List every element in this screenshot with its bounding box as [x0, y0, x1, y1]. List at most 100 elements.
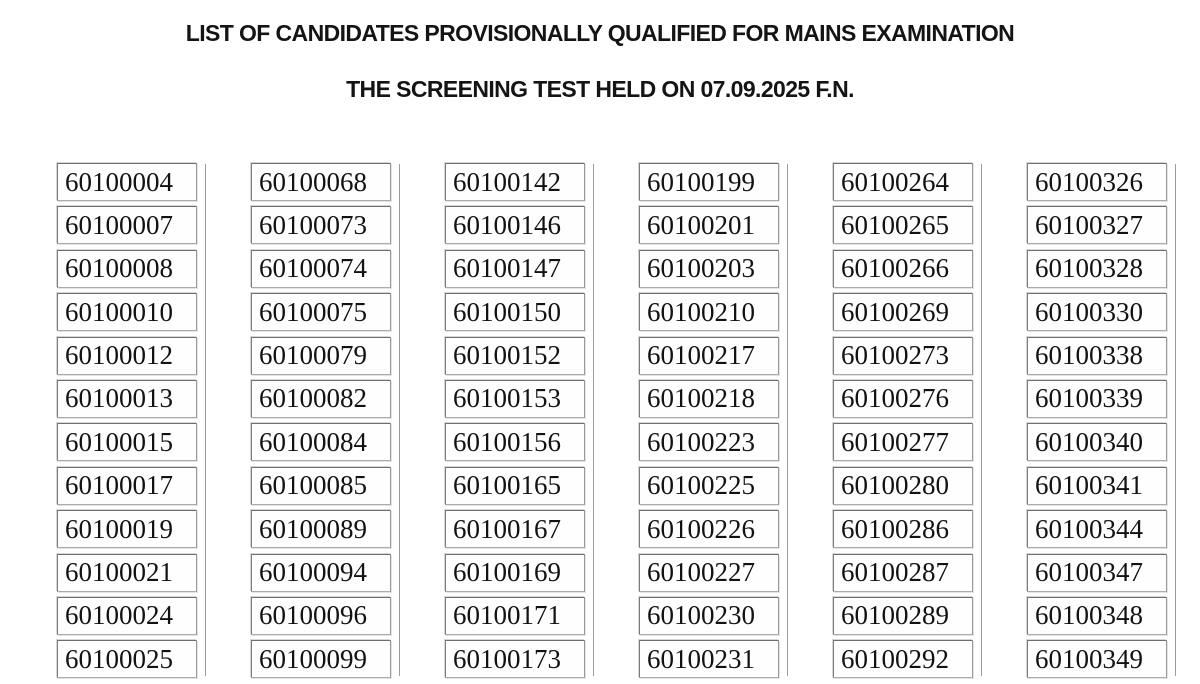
roll-number-cell: 60100173 [445, 640, 585, 679]
roll-number-cell: 60100292 [833, 640, 973, 679]
roll-number: 60100007 [65, 209, 173, 240]
roll-number: 60100169 [453, 557, 561, 588]
roll-number-cell: 60100152 [445, 336, 585, 375]
roll-number: 60100099 [259, 643, 367, 674]
roll-number: 60100286 [841, 513, 949, 544]
roll-number: 60100079 [259, 340, 367, 371]
roll-number: 60100280 [841, 470, 949, 501]
roll-number: 60100287 [841, 557, 949, 588]
roll-number: 60100171 [453, 600, 561, 631]
roll-number-cell: 60100269 [833, 293, 973, 332]
roll-number-cell: 60100010 [57, 293, 197, 332]
roll-number: 60100340 [1035, 426, 1143, 457]
roll-number: 60100225 [647, 470, 755, 501]
roll-number: 60100146 [453, 209, 561, 240]
roll-number-cell: 60100327 [1027, 206, 1167, 245]
roll-number: 60100326 [1035, 166, 1143, 197]
roll-number: 60100264 [841, 166, 949, 197]
roll-number: 60100068 [259, 166, 367, 197]
roll-number: 60100074 [259, 253, 367, 284]
roll-number-cell: 60100265 [833, 206, 973, 245]
roll-number-cell: 60100150 [445, 293, 585, 332]
roll-number: 60100017 [65, 470, 173, 501]
roll-number-cell: 60100210 [639, 293, 779, 332]
roll-number-cell: 60100348 [1027, 596, 1167, 635]
roll-number-cell: 60100341 [1027, 466, 1167, 505]
roll-number-grid: 60100004 60100007 60100008 60100010 60100012… [57, 163, 1176, 684]
roll-number: 60100082 [259, 383, 367, 414]
roll-number-cell: 60100280 [833, 466, 973, 505]
roll-number: 60100277 [841, 426, 949, 457]
roll-number: 60100289 [841, 600, 949, 631]
roll-number-cell: 60100203 [639, 249, 779, 288]
roll-number-cell: 60100094 [251, 553, 391, 592]
roll-number: 60100150 [453, 296, 561, 327]
roll-number-cell: 60100287 [833, 553, 973, 592]
roll-number: 60100084 [259, 426, 367, 457]
roll-number-cell: 60100276 [833, 379, 973, 418]
roll-number: 60100201 [647, 209, 755, 240]
roll-number-cell: 60100231 [639, 640, 779, 679]
roll-number-cell: 60100147 [445, 249, 585, 288]
roll-number-cell: 60100146 [445, 206, 585, 245]
roll-number-cell: 60100286 [833, 510, 973, 549]
roll-number-cell: 60100074 [251, 249, 391, 288]
roll-number-cell: 60100015 [57, 423, 197, 462]
roll-number-cell: 60100025 [57, 640, 197, 679]
roll-number: 60100094 [259, 557, 367, 588]
roll-number-cell: 60100008 [57, 249, 197, 288]
roll-number: 60100008 [65, 253, 173, 284]
roll-number-cell: 60100266 [833, 249, 973, 288]
roll-number-cell: 60100330 [1027, 293, 1167, 332]
roll-number: 60100142 [453, 166, 561, 197]
roll-number-cell: 60100099 [251, 640, 391, 679]
roll-number: 60100012 [65, 340, 173, 371]
roll-number: 60100273 [841, 340, 949, 371]
roll-number-cell: 60100004 [57, 163, 197, 201]
roll-number: 60100347 [1035, 557, 1143, 588]
roll-number-cell: 60100218 [639, 379, 779, 418]
roll-number-cell: 60100012 [57, 336, 197, 375]
roll-number-column-4: 60100199 60100201 60100203 60100210 60100217… [639, 163, 788, 684]
roll-number-column-1: 60100004 60100007 60100008 60100010 60100012… [57, 163, 206, 684]
roll-number-cell: 60100328 [1027, 249, 1167, 288]
roll-number: 60100328 [1035, 253, 1143, 284]
roll-number: 60100199 [647, 166, 755, 197]
roll-number: 60100075 [259, 296, 367, 327]
roll-number: 60100226 [647, 513, 755, 544]
roll-number-cell: 60100007 [57, 206, 197, 245]
roll-number: 60100339 [1035, 383, 1143, 414]
roll-number-column-5: 60100264 60100265 60100266 60100269 60100273… [833, 163, 982, 684]
roll-number-cell: 60100082 [251, 379, 391, 418]
roll-number: 60100218 [647, 383, 755, 414]
roll-number: 60100344 [1035, 513, 1143, 544]
roll-number-cell: 60100169 [445, 553, 585, 592]
roll-number: 60100231 [647, 643, 755, 674]
roll-number: 60100292 [841, 643, 949, 674]
roll-number: 60100152 [453, 340, 561, 371]
roll-number-cell: 60100156 [445, 423, 585, 462]
roll-number-cell: 60100096 [251, 596, 391, 635]
roll-number-cell: 60100073 [251, 206, 391, 245]
roll-number-column-6: 60100326 60100327 60100328 60100330 60100338… [1027, 163, 1176, 684]
roll-number-cell: 60100326 [1027, 163, 1167, 201]
roll-number-cell: 60100340 [1027, 423, 1167, 462]
roll-number: 60100227 [647, 557, 755, 588]
roll-number: 60100338 [1035, 340, 1143, 371]
roll-number: 60100019 [65, 513, 173, 544]
roll-number: 60100021 [65, 557, 173, 588]
roll-number-cell: 60100217 [639, 336, 779, 375]
roll-number-cell: 60100068 [251, 163, 391, 201]
roll-number: 60100013 [65, 383, 173, 414]
roll-number-cell: 60100089 [251, 510, 391, 549]
roll-number: 60100217 [647, 340, 755, 371]
roll-number: 60100167 [453, 513, 561, 544]
roll-number: 60100004 [65, 166, 173, 197]
roll-number-cell: 60100075 [251, 293, 391, 332]
roll-number: 60100266 [841, 253, 949, 284]
roll-number-column-3: 60100142 60100146 60100147 60100150 60100152… [445, 163, 594, 684]
roll-number-cell: 60100339 [1027, 379, 1167, 418]
roll-number-cell: 60100227 [639, 553, 779, 592]
roll-number: 60100147 [453, 253, 561, 284]
